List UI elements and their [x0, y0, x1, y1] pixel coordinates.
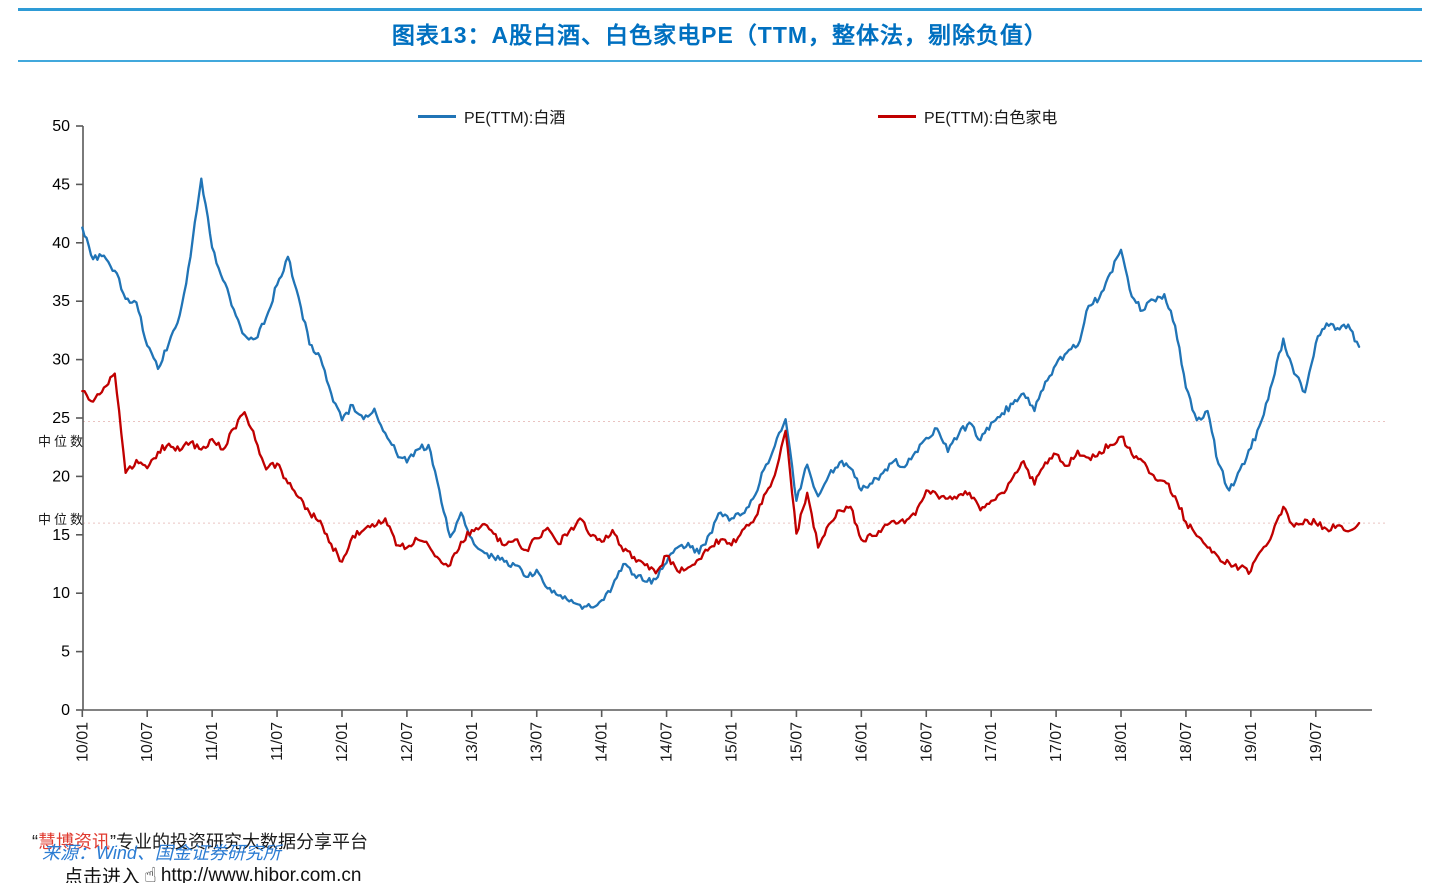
hibor-brand: 慧博资讯 [38, 832, 110, 852]
x-tick-label: 13/07 [529, 722, 546, 762]
median-label-baijiu: 中位数 [38, 434, 87, 450]
x-tick-label: 16/01 [853, 722, 870, 762]
hand-cursor-icon: ☝ [144, 864, 157, 883]
x-tick-label: 19/07 [1308, 722, 1325, 762]
y-tick-label: 40 [52, 235, 70, 252]
x-tick-label: 18/01 [1113, 722, 1130, 762]
footer: “慧博资讯”专业的投资研究大数据分享平台 来源：Wind、国金证券研究所 点击进… [0, 824, 1440, 883]
x-tick-label: 11/07 [269, 722, 286, 761]
legend-label-appliance: PE(TTM):白色家电 [924, 110, 1058, 127]
y-tick-label: 0 [61, 702, 70, 719]
x-tick-label: 15/07 [788, 722, 805, 762]
series-line-baijiu [81, 177, 1361, 610]
median-label-appliance: 中位数 [38, 512, 87, 528]
legend-item-appliance: PE(TTM):白色家电 [878, 104, 1057, 128]
y-tick-label: 50 [52, 118, 70, 135]
x-tick-label: 14/07 [659, 722, 676, 762]
click-enter-line: 点击进入 ☝ http://www.hibor.com.cn [64, 862, 361, 883]
x-tick-label: 10/07 [139, 722, 156, 762]
x-tick-label: 14/01 [594, 722, 611, 762]
y-tick-label: 5 [61, 644, 70, 661]
click-prefix: 点击进入 [64, 867, 141, 883]
y-tick-label: 10 [52, 585, 70, 602]
watermark-tagline: 专业的投资研究大数据分享平台 [116, 832, 368, 852]
y-tick-label: 45 [52, 176, 70, 193]
page-title: 图表13：A股白酒、白色家电PE（TTM，整体法，剔除负值） [391, 22, 1049, 48]
x-tick-label: 18/07 [1178, 722, 1195, 762]
x-tick-label: 12/01 [334, 722, 351, 762]
x-tick-label: 17/01 [983, 722, 1000, 762]
x-tick-label: 12/07 [399, 722, 416, 762]
y-tick-label: 15 [52, 527, 70, 544]
x-tick-label: 10/01 [74, 722, 91, 762]
hibor-url-link[interactable]: http://www.hibor.com.cn [160, 864, 362, 883]
top-border-line [18, 8, 1422, 11]
x-tick-label: 17/07 [1048, 722, 1065, 762]
baijiu-line-swatch [418, 114, 456, 118]
y-tick-label: 25 [52, 410, 70, 427]
title-divider-line [18, 60, 1422, 62]
x-tick-label: 16/07 [918, 722, 935, 762]
x-tick-label: 15/01 [724, 722, 741, 762]
watermark-text: “慧博资讯”专业的投资研究大数据分享平台 [32, 832, 368, 852]
series-line-appliance [81, 372, 1361, 575]
x-tick-label: 13/01 [464, 722, 481, 762]
legend-label-baijiu: PE(TTM):白酒 [464, 110, 566, 127]
source-attribution: 来源：Wind、国金证券研究所 [42, 843, 281, 863]
y-tick-label: 30 [52, 352, 70, 369]
appliance-line-swatch [878, 114, 916, 118]
legend-item-baijiu: PE(TTM):白酒 [418, 104, 565, 128]
pe-line-chart: 0 5 10 15 20 25 30 35 40 45 50 10/01 10/07 11/01 11/07… [52, 118, 1385, 762]
x-tick-label: 11/01 [204, 722, 221, 761]
y-tick-label: 20 [52, 468, 70, 485]
y-tick-label: 35 [52, 293, 70, 310]
x-tick-label: 19/01 [1243, 722, 1260, 762]
